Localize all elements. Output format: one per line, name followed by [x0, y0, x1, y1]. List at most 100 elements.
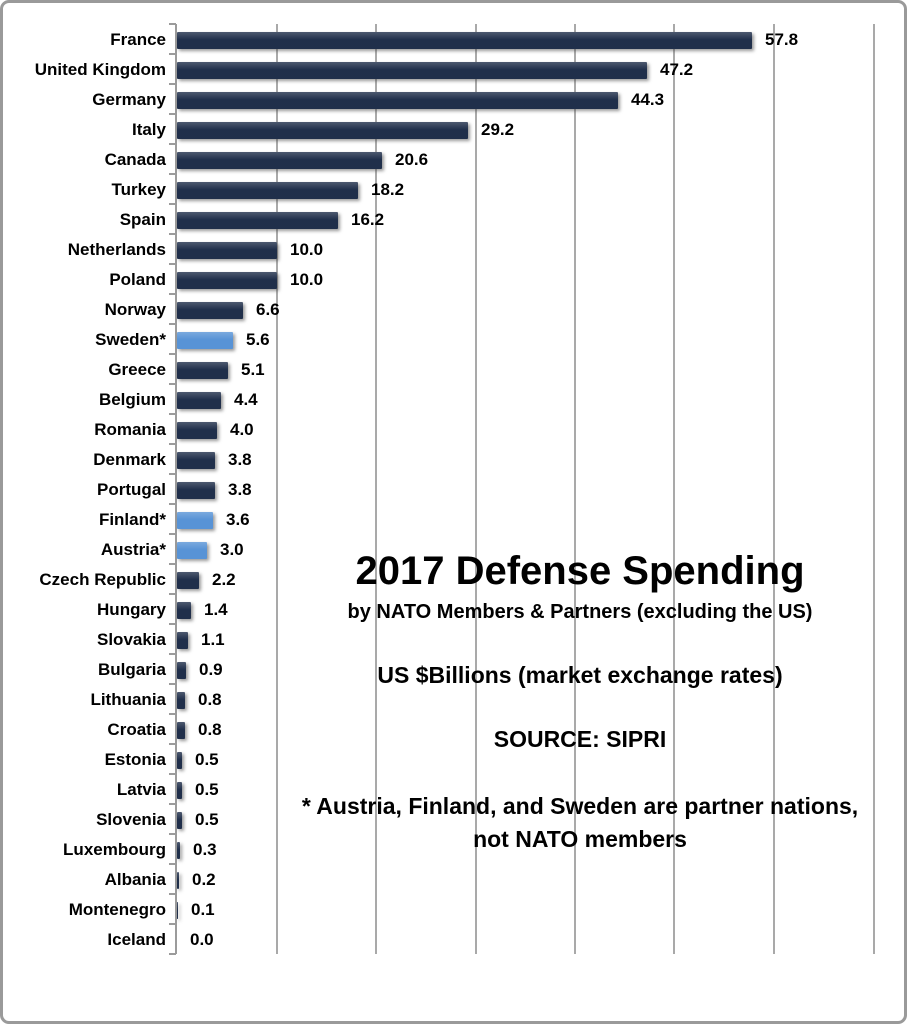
axis-tick [169, 773, 176, 775]
value-label: 0.9 [199, 660, 223, 679]
value-label: 0.5 [195, 750, 219, 769]
category-axis [175, 24, 177, 954]
value-label: 3.0 [220, 540, 244, 559]
gridline [276, 24, 278, 954]
axis-tick [169, 683, 176, 685]
category-label: Canada [104, 150, 166, 169]
axis-tick [169, 893, 176, 895]
bar-row: Slovenia 0.5 [3, 804, 904, 834]
category-label: United Kingdom [34, 60, 166, 79]
axis-tick [169, 413, 176, 415]
category-label: Montenegro [68, 900, 166, 919]
gridline [574, 24, 576, 954]
value-label: 29.2 [481, 120, 515, 139]
bar-row: France 57.8 [3, 24, 904, 54]
axis-tick [169, 953, 176, 955]
bar-row: Luxembourg 0.3 [3, 834, 904, 864]
member-bar [177, 392, 221, 409]
category-label: Romania [94, 420, 166, 439]
category-label: Slovenia [96, 810, 166, 829]
bar-row: Czech Republic 2.2 [3, 564, 904, 594]
value-label: 2.2 [212, 570, 236, 589]
bar-row: Hungary 1.4 [3, 594, 904, 624]
bar-row: Spain 16.2 [3, 204, 904, 234]
bar-row: Slovakia 1.1 [3, 624, 904, 654]
bar-row: Montenegro 0.1 [3, 894, 904, 924]
category-label: Croatia [107, 720, 166, 739]
axis-tick [169, 863, 176, 865]
value-label: 47.2 [660, 60, 694, 79]
value-label: 44.3 [631, 90, 665, 109]
member-bar [177, 362, 228, 379]
gridline [873, 24, 875, 954]
category-label: France [110, 30, 166, 49]
category-label: Hungary [97, 600, 166, 619]
axis-tick [169, 353, 176, 355]
value-label: 5.1 [241, 360, 265, 379]
value-label: 1.1 [201, 630, 225, 649]
value-label: 57.8 [765, 30, 799, 49]
member-bar [177, 722, 185, 739]
bar-row: Austria* 3.0 [3, 534, 904, 564]
category-label: Spain [119, 210, 166, 229]
category-label: Slovakia [97, 630, 166, 649]
partner-bar [177, 512, 213, 529]
axis-tick [169, 143, 176, 145]
axis-tick [169, 383, 176, 385]
member-bar [177, 242, 277, 259]
member-bar [177, 812, 182, 829]
member-bar [177, 902, 178, 919]
member-bar [177, 602, 191, 619]
value-label: 16.2 [351, 210, 385, 229]
value-label: 18.2 [371, 180, 405, 199]
member-bar [177, 752, 182, 769]
member-bar [177, 782, 182, 799]
bar-row: Norway 6.6 [3, 294, 904, 324]
value-label: 0.5 [195, 810, 219, 829]
member-bar [177, 272, 277, 289]
value-label: 5.6 [246, 330, 270, 349]
member-bar [177, 872, 179, 889]
bar-row: Denmark 3.8 [3, 444, 904, 474]
partner-bar [177, 332, 233, 349]
category-label: Luxembourg [63, 840, 166, 859]
member-bar [177, 452, 215, 469]
axis-tick [169, 803, 176, 805]
axis-tick [169, 173, 176, 175]
bar-row: Italy 29.2 [3, 114, 904, 144]
category-label: Austria* [100, 540, 166, 559]
units-label: US $Billions (market exchange rates) [377, 662, 783, 688]
bar-row: Croatia 0.8 [3, 714, 904, 744]
category-label: Norway [104, 300, 166, 319]
member-bar [177, 302, 243, 319]
value-label: 3.6 [226, 510, 250, 529]
axis-tick [169, 443, 176, 445]
member-bar [177, 92, 618, 109]
gridline [475, 24, 477, 954]
category-label: Italy [131, 120, 166, 139]
gridline [773, 24, 775, 954]
bar-row: Bulgaria 0.9 [3, 654, 904, 684]
category-label: Greece [108, 360, 166, 379]
axis-tick [169, 503, 176, 505]
bar-row: Latvia 0.5 [3, 774, 904, 804]
bar-row: Finland* 3.6 [3, 504, 904, 534]
footnote: * Austria, Finland, and Sweden are partn… [250, 790, 904, 856]
bar-row: Lithuania 0.8 [3, 684, 904, 714]
value-label: 6.6 [256, 300, 280, 319]
axis-tick [169, 923, 176, 925]
bar-row: United Kingdom 47.2 [3, 54, 904, 84]
bar-row: Canada 20.6 [3, 144, 904, 174]
category-label: Poland [109, 270, 166, 289]
footnote-line-2: not NATO members [473, 826, 687, 852]
axis-tick [169, 743, 176, 745]
member-bar [177, 632, 188, 649]
category-label: Turkey [111, 180, 167, 199]
member-bar [177, 662, 186, 679]
category-label: Latvia [116, 780, 166, 799]
member-bar [177, 482, 215, 499]
category-label: Portugal [97, 480, 166, 499]
axis-tick [169, 113, 176, 115]
value-label: 0.1 [191, 900, 215, 919]
member-bar [177, 842, 180, 859]
